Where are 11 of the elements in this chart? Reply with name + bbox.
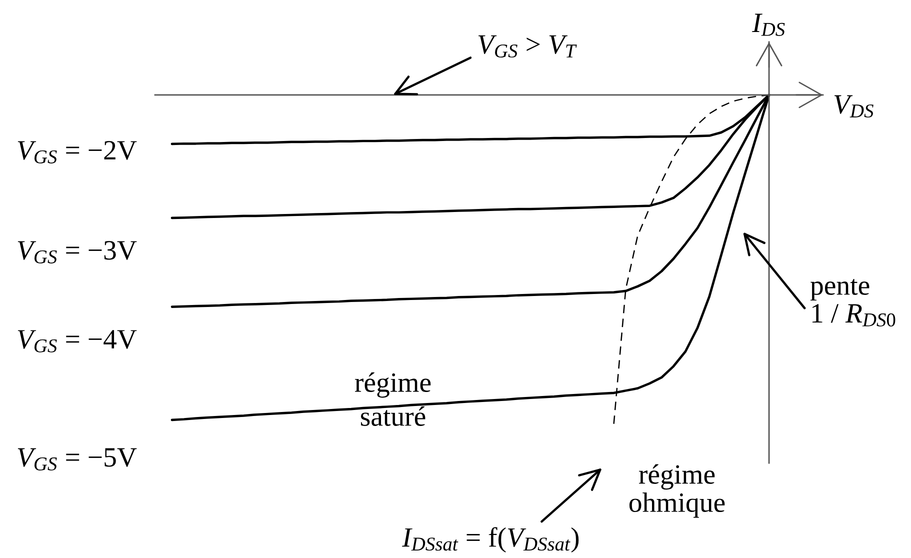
series-label: V$_{GS}$ = −2V bbox=[18, 141, 137, 164]
text: V$_{GS}$ > V$_{T}$ bbox=[478, 35, 577, 58]
series-label: V$_{GS}$ = −5V bbox=[18, 448, 137, 470]
text: I$_{DSsat}$ = f(V$_{DSsat}$) bbox=[402, 527, 579, 553]
x-axis-title: V$_{DS}$ bbox=[834, 95, 874, 118]
text: pente 1 / R$_{DS0}$ bbox=[810, 279, 896, 326]
series-label: V$_{GS}$ = −4V bbox=[18, 330, 137, 352]
text: régime ohmique bbox=[629, 464, 725, 518]
series-label: V$_{GS}$ = −3V bbox=[18, 241, 137, 264]
y-axis-title: I$_{DS}$ bbox=[752, 14, 785, 36]
annotation: régime saturé bbox=[354, 372, 431, 426]
